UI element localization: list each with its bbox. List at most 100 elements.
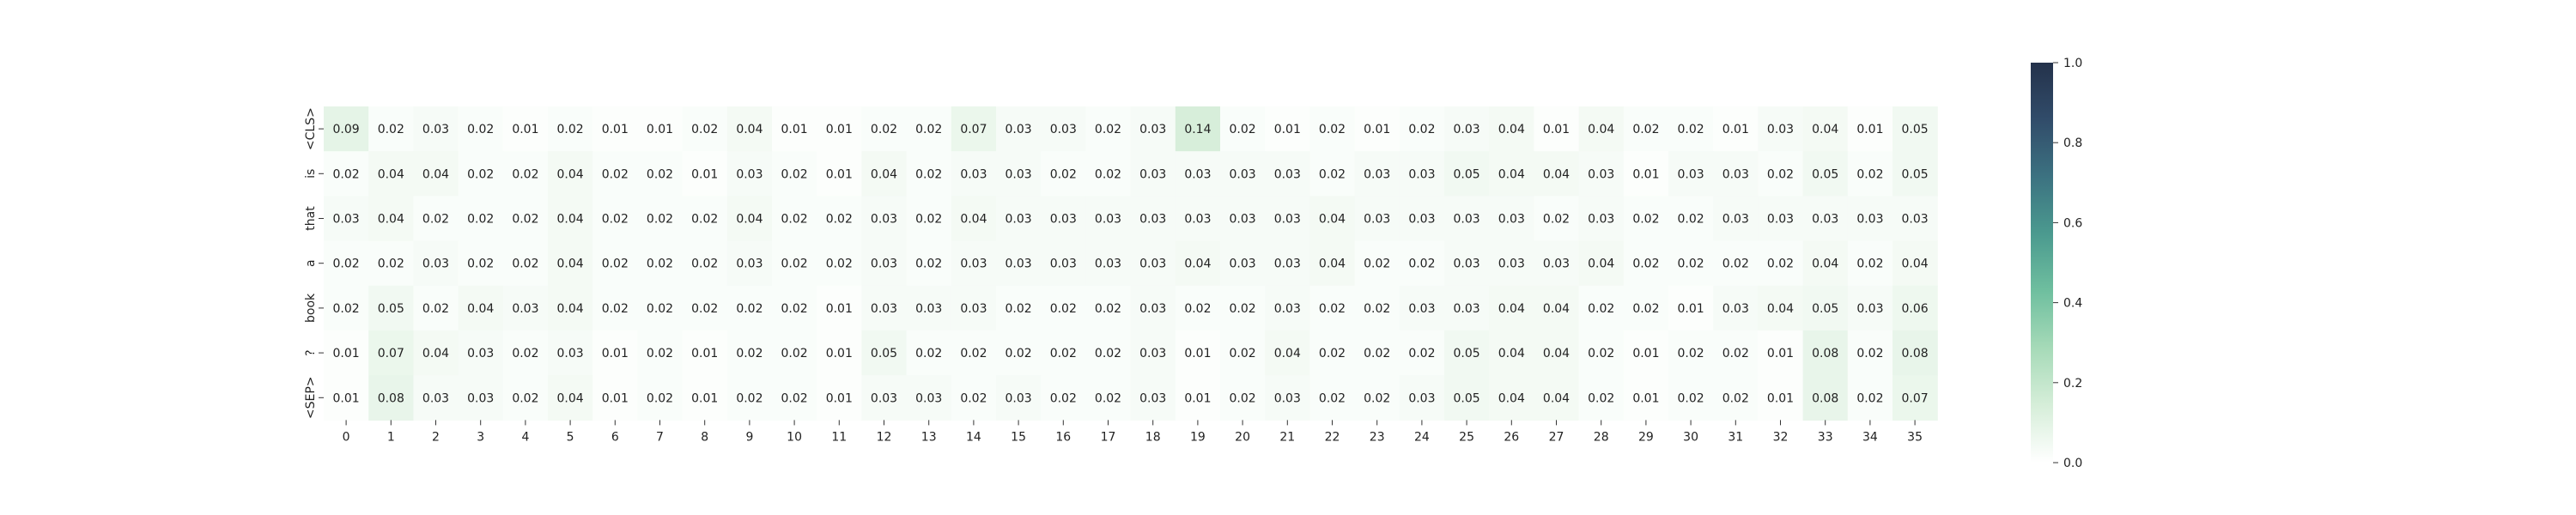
heatmap-cell-label: 0.02 [512, 347, 538, 360]
heatmap-cell-label: 0.05 [1812, 167, 1838, 181]
heatmap-cell [1758, 375, 1804, 421]
heatmap-cell-label: 0.03 [1095, 213, 1121, 227]
heatmap-cell [1444, 285, 1490, 331]
heatmap-cell [413, 196, 459, 242]
heatmap-cell-label: 0.03 [1678, 167, 1704, 181]
heatmap-cell-label: 0.04 [1498, 302, 1525, 316]
x-tick-label: 9 [745, 430, 753, 444]
heatmap-cell-label: 0.04 [1319, 258, 1346, 271]
heatmap-cell-label: 0.04 [422, 347, 449, 360]
heatmap-cell-label: 0.04 [1543, 391, 1570, 405]
heatmap-cell [1399, 240, 1445, 287]
heatmap-cell [592, 151, 638, 197]
heatmap-cell-label: 0.01 [602, 123, 629, 136]
heatmap-cell-label: 0.04 [1543, 347, 1570, 360]
heatmap-cell [1309, 196, 1356, 242]
x-tick-label: 25 [1459, 430, 1474, 444]
heatmap-cell-label: 0.02 [781, 167, 808, 181]
x-tick-label: 19 [1190, 430, 1206, 444]
heatmap-cell-label: 0.02 [1095, 347, 1121, 360]
heatmap-cell [1220, 106, 1266, 152]
heatmap-cell-label: 0.08 [378, 391, 404, 405]
heatmap-cell [1444, 151, 1490, 197]
heatmap-cell [1578, 240, 1625, 287]
heatmap-cell [592, 285, 638, 331]
heatmap-cell-label: 0.02 [1050, 302, 1077, 316]
heatmap-cell [548, 106, 593, 152]
heatmap-cell [1399, 151, 1445, 197]
heatmap-cell-label: 0.04 [1184, 258, 1211, 271]
heatmap-cell [1847, 330, 1893, 376]
heatmap-cell [368, 285, 414, 331]
heatmap-cell-label: 0.02 [915, 347, 942, 360]
heatmap-cell-label: 0.02 [1856, 167, 1883, 181]
heatmap-cell-label: 0.02 [1050, 391, 1077, 405]
y-tick-label: <CLS> [304, 107, 318, 150]
heatmap-cell [861, 196, 908, 242]
heatmap-cell [726, 151, 773, 197]
heatmap-cell-label: 0.03 [915, 391, 942, 405]
heatmap-cell-label: 0.03 [1856, 302, 1883, 316]
heatmap-cell-label: 0.03 [871, 391, 897, 405]
heatmap-cell-label: 0.03 [1408, 213, 1435, 227]
heatmap-cell-label: 0.01 [1678, 302, 1704, 316]
heatmap-cell [726, 240, 773, 287]
heatmap-cell [548, 330, 593, 376]
heatmap-cell-label: 0.03 [1454, 213, 1480, 227]
heatmap-cell [1623, 196, 1669, 242]
x-tick-label: 8 [701, 430, 708, 444]
heatmap-cell [1668, 151, 1714, 197]
heatmap-cell [1713, 375, 1759, 421]
heatmap-cell-label: 0.03 [1408, 302, 1435, 316]
heatmap-cell-label: 0.03 [1139, 391, 1166, 405]
heatmap-cell-label: 0.01 [647, 123, 673, 136]
heatmap-cell-label: 0.03 [1767, 123, 1794, 136]
heatmap-cell [592, 330, 638, 376]
heatmap-cell-label: 0.02 [1678, 123, 1704, 136]
heatmap-cell-label: 0.04 [1543, 302, 1570, 316]
heatmap-cell [324, 285, 369, 331]
heatmap-cell-label: 0.02 [781, 347, 808, 360]
heatmap-cell-label: 0.02 [1319, 302, 1346, 316]
heatmap-cell [324, 240, 369, 287]
heatmap-cell [413, 330, 459, 376]
y-tick-label: a [304, 259, 318, 267]
heatmap-cell [1802, 375, 1849, 421]
heatmap-cell [368, 240, 414, 287]
heatmap-cell-label: 0.03 [871, 258, 897, 271]
heatmap-cell [906, 375, 952, 421]
heatmap-cell-label: 0.02 [647, 258, 673, 271]
heatmap-cell-label: 0.02 [1632, 302, 1659, 316]
x-tick-label: 26 [1504, 430, 1519, 444]
heatmap-cell [1444, 196, 1490, 242]
heatmap-cell [368, 151, 414, 197]
heatmap-cell-label: 0.03 [1005, 167, 1032, 181]
heatmap-cell-label: 0.01 [1184, 347, 1211, 360]
heatmap-cell [726, 285, 773, 331]
y-tick-label: is [304, 169, 318, 179]
heatmap-cell [996, 375, 1042, 421]
heatmap-cell-label: 0.03 [1095, 258, 1121, 271]
x-tick-label: 17 [1101, 430, 1116, 444]
heatmap-cell-label: 0.02 [602, 167, 629, 181]
heatmap-cell [324, 330, 369, 376]
heatmap-cell [996, 330, 1042, 376]
heatmap-cell [502, 285, 549, 331]
heatmap-cell-label: 0.03 [422, 258, 449, 271]
heatmap-cell [1802, 240, 1849, 287]
heatmap-cell [996, 151, 1042, 197]
heatmap-cell-label: 0.08 [1812, 347, 1838, 360]
heatmap-cell-label: 0.02 [1588, 391, 1614, 405]
heatmap-cell-label: 0.02 [512, 167, 538, 181]
heatmap-cell-label: 0.08 [1902, 347, 1929, 360]
heatmap-cell-label: 0.02 [1722, 391, 1749, 405]
heatmap-cell [1175, 151, 1221, 197]
heatmap-cell-label: 0.02 [1230, 391, 1256, 405]
heatmap-cell-label: 0.03 [1364, 213, 1390, 227]
heatmap-cell-label: 0.02 [1095, 391, 1121, 405]
heatmap-cell [1175, 240, 1221, 287]
heatmap-cell [1309, 375, 1356, 421]
heatmap-cell [458, 151, 504, 197]
heatmap-cell-label: 0.05 [378, 302, 404, 316]
heatmap-cell [1130, 375, 1176, 421]
